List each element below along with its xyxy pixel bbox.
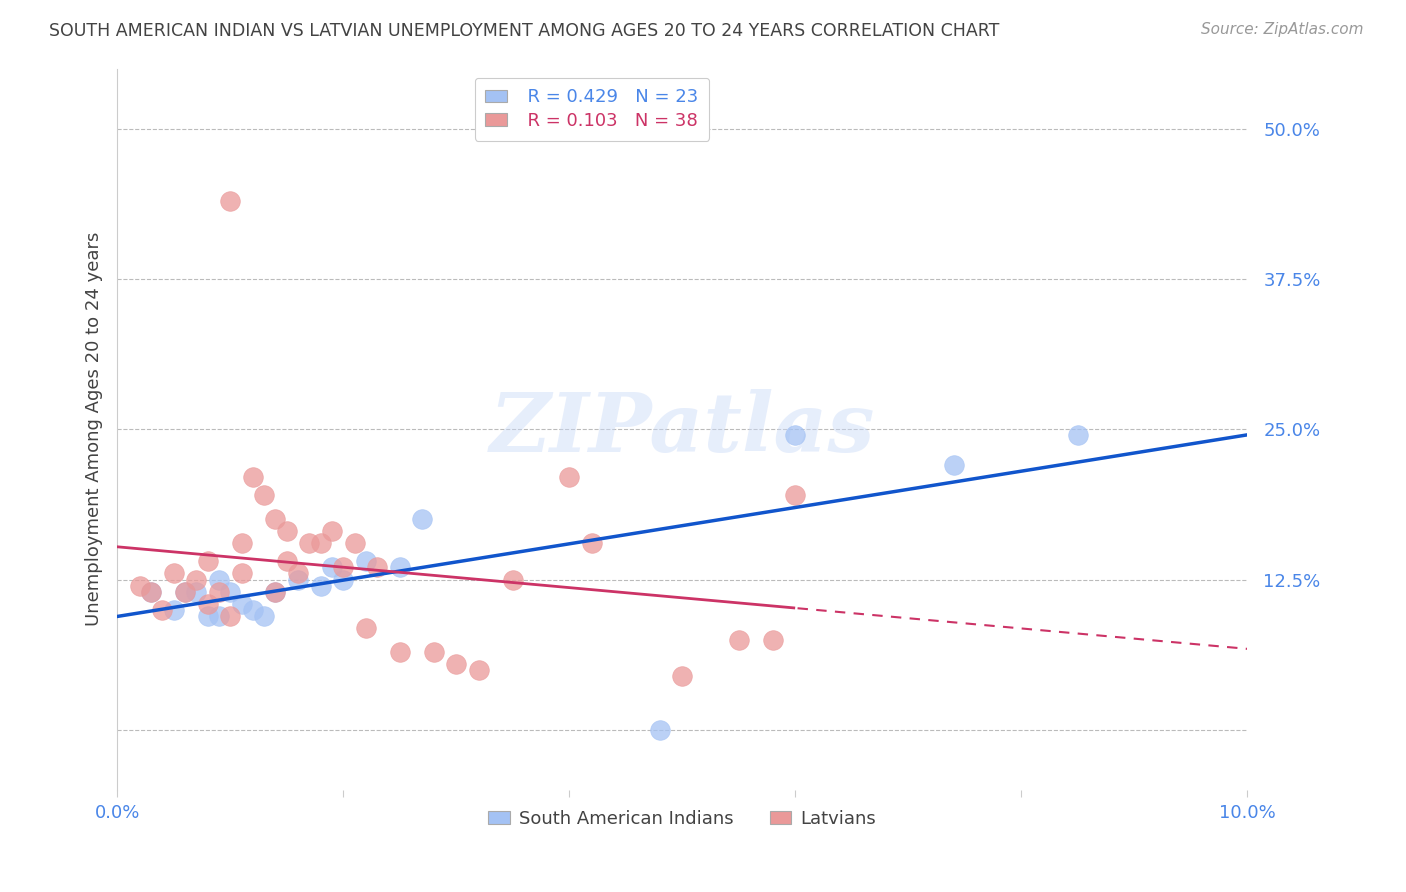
Point <box>139 584 162 599</box>
Point <box>422 645 444 659</box>
Point <box>276 554 298 568</box>
Point <box>163 566 186 581</box>
Point <box>253 488 276 502</box>
Point <box>785 488 807 502</box>
Point <box>231 597 253 611</box>
Point <box>219 584 242 599</box>
Point <box>128 578 150 592</box>
Point <box>197 608 219 623</box>
Y-axis label: Unemployment Among Ages 20 to 24 years: Unemployment Among Ages 20 to 24 years <box>86 232 103 626</box>
Point <box>444 657 467 671</box>
Point <box>366 560 388 574</box>
Point <box>242 602 264 616</box>
Point <box>231 566 253 581</box>
Point <box>354 621 377 635</box>
Text: Source: ZipAtlas.com: Source: ZipAtlas.com <box>1201 22 1364 37</box>
Point <box>648 723 671 737</box>
Legend: South American Indians, Latvians: South American Indians, Latvians <box>481 803 883 835</box>
Text: SOUTH AMERICAN INDIAN VS LATVIAN UNEMPLOYMENT AMONG AGES 20 TO 24 YEARS CORRELAT: SOUTH AMERICAN INDIAN VS LATVIAN UNEMPLO… <box>49 22 1000 40</box>
Point <box>332 560 354 574</box>
Point <box>208 584 231 599</box>
Point <box>287 573 309 587</box>
Point <box>264 584 287 599</box>
Point <box>388 560 411 574</box>
Point <box>468 663 491 677</box>
Point <box>321 560 343 574</box>
Point <box>343 536 366 550</box>
Point <box>276 524 298 539</box>
Point <box>264 584 287 599</box>
Point <box>321 524 343 539</box>
Point <box>942 458 965 473</box>
Point <box>152 602 174 616</box>
Point <box>174 584 197 599</box>
Point <box>139 584 162 599</box>
Point <box>219 194 242 208</box>
Point <box>309 578 332 592</box>
Point <box>197 554 219 568</box>
Point <box>219 608 242 623</box>
Point <box>186 573 208 587</box>
Point <box>298 536 321 550</box>
Point <box>231 536 253 550</box>
Point <box>309 536 332 550</box>
Point <box>287 566 309 581</box>
Point <box>242 470 264 484</box>
Point <box>186 584 208 599</box>
Point <box>354 554 377 568</box>
Point <box>264 512 287 526</box>
Point <box>388 645 411 659</box>
Point <box>208 608 231 623</box>
Point <box>581 536 603 550</box>
Point <box>1067 428 1090 442</box>
Point <box>762 632 785 647</box>
Point <box>332 573 354 587</box>
Point <box>502 573 524 587</box>
Point <box>671 669 693 683</box>
Text: ZIPatlas: ZIPatlas <box>489 389 875 469</box>
Point <box>163 602 186 616</box>
Point <box>253 608 276 623</box>
Point <box>197 597 219 611</box>
Point <box>727 632 749 647</box>
Point <box>174 584 197 599</box>
Point <box>785 428 807 442</box>
Point <box>411 512 433 526</box>
Point <box>558 470 581 484</box>
Point <box>208 573 231 587</box>
